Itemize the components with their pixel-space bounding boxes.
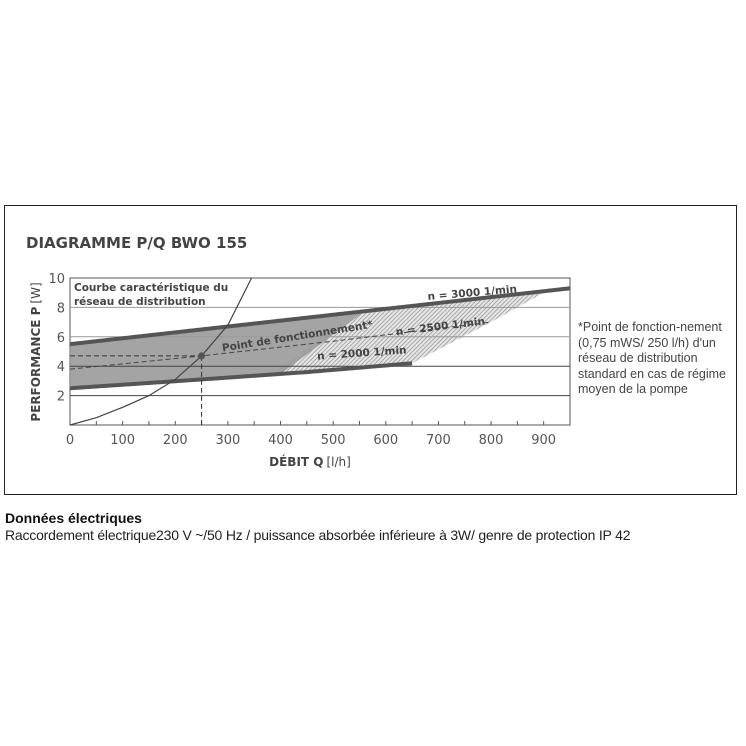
curve-n3000	[69, 286, 571, 347]
x-tick-label: 200	[163, 433, 188, 448]
electrical-data-title: Données électriques	[5, 510, 142, 526]
x-tick-label: 600	[373, 433, 398, 448]
y-tick-label: 10	[48, 272, 65, 287]
y-tick-label: 8	[57, 301, 65, 316]
x-tick-label: 500	[321, 433, 346, 448]
x-axis-label-main: DÉBIT Q	[269, 454, 323, 469]
system-curve-label-line2: réseau de distribution	[74, 296, 206, 308]
system-curve	[69, 277, 253, 426]
hatched-range	[270, 288, 570, 375]
system-curve-label-line1: Courbe caractéristique du	[74, 282, 228, 294]
shaded-range	[70, 311, 365, 389]
operating-point-marker	[198, 352, 206, 360]
chart-frame	[4, 205, 737, 495]
curve-n2000	[69, 361, 413, 391]
y-tick-label: 4	[57, 360, 65, 375]
x-tick-label: 900	[531, 433, 556, 448]
y-axis-label-unit: [W]	[29, 282, 43, 303]
y-axis-label: PERFORMANCE P [W]	[29, 282, 43, 421]
x-axis-label: DÉBIT Q [l/h]	[269, 454, 351, 469]
x-axis-label-unit: [l/h]	[326, 455, 350, 469]
x-tick-label: 400	[268, 433, 293, 448]
y-tick-label: 6	[57, 331, 65, 346]
curve-n2500	[69, 321, 492, 370]
x-tick-label: 700	[426, 433, 451, 448]
chart-title: DIAGRAMME P/Q BWO 155	[26, 234, 247, 252]
electrical-data-text: Raccordement électrique230 V ~/50 Hz / p…	[5, 527, 631, 543]
x-tick-label: 300	[215, 433, 240, 448]
x-tick-label: 100	[110, 433, 135, 448]
y-axis-label-main: PERFORMANCE P	[29, 306, 43, 421]
y-tick-label: 2	[57, 390, 65, 405]
x-tick-label: 0	[66, 433, 74, 448]
operating-point-note: *Point de fonction-nement (0,75 mWS/ 250…	[578, 320, 727, 396]
x-tick-label: 800	[479, 433, 504, 448]
